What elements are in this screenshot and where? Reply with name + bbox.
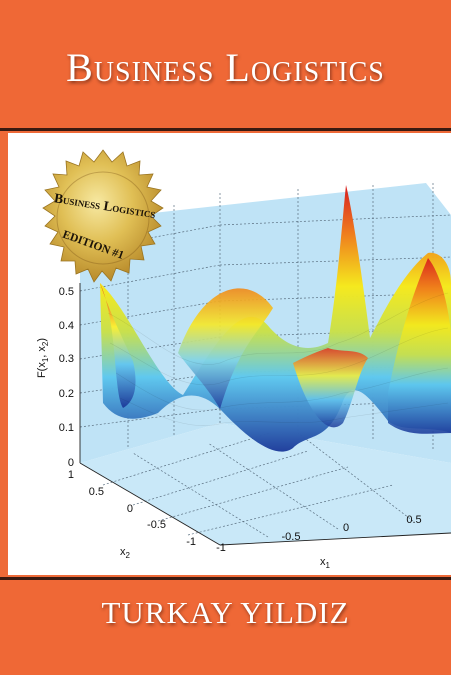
x1-axis-ticks: -1 -0.5 0 0.5 (216, 514, 422, 554)
z-tick: 0.2 (59, 388, 74, 400)
z-tick: 0.1 (59, 422, 74, 434)
surface-mesh (100, 185, 451, 452)
x1-tick: -0.5 (282, 531, 301, 543)
x2-tick: -1 (186, 536, 196, 548)
z-tick: 0.4 (59, 320, 74, 332)
cover-artwork: 0 0.1 0.2 0.3 0.4 0.5 F(x1, x2) 1 0.5 0 … (8, 133, 451, 575)
svg-text:F(x1, x2): F(x1, x2) (36, 338, 50, 378)
x1-tick: 0 (343, 522, 349, 534)
x2-tick: -0.5 (147, 519, 166, 531)
surface-plot: 0 0.1 0.2 0.3 0.4 0.5 F(x1, x2) 1 0.5 0 … (36, 149, 451, 570)
axis-lines (79, 283, 451, 546)
x2-tick: 0.5 (89, 486, 104, 498)
title-band (0, 0, 451, 131)
x1-tick: 0.5 (406, 514, 421, 526)
book-title: Business Logistics (66, 45, 385, 90)
edition-seal: Business Logistics EDITION #1 (42, 149, 164, 283)
x2-tick: 0 (127, 503, 133, 515)
z-axis-label: F(x1, x2) (36, 338, 50, 378)
x1-tick: -1 (216, 542, 226, 554)
author-name: TURKAY YILDIZ (101, 595, 350, 630)
x2-axis-ticks: 1 0.5 0 -0.5 -1 (68, 469, 196, 548)
author-band (0, 577, 451, 675)
z-tick: 0.5 (59, 286, 74, 298)
floor-pane (80, 423, 451, 545)
x1-axis-label: x1 (320, 556, 331, 570)
z-tick: 0.3 (59, 353, 74, 365)
z-axis-ticks: 0 0.1 0.2 0.3 0.4 0.5 (59, 286, 74, 469)
x2-tick: 1 (68, 469, 74, 481)
x2-axis-label: x2 (120, 546, 131, 560)
z-tick: 0 (68, 457, 74, 469)
